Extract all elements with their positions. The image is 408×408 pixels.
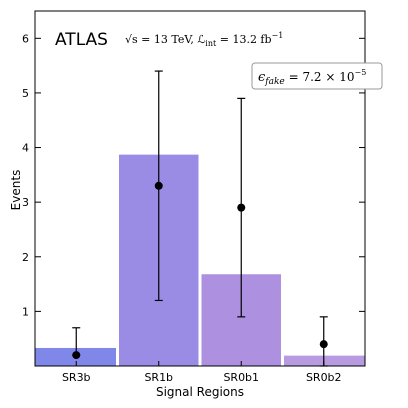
y-axis-label: Events — [9, 170, 23, 211]
y-tick-label-5: 5 — [22, 87, 29, 100]
y-tick-label-3: 3 — [22, 196, 29, 209]
y-ticks-group: 1 2 3 4 5 6 — [22, 32, 365, 318]
x-tick-label-sr1b: SR1b — [144, 371, 173, 384]
y-tick-label-1: 1 — [22, 305, 29, 318]
atlas-label: ATLAS — [55, 30, 108, 50]
plot-frame — [34, 10, 366, 367]
fake-symbol: ϵ — [258, 70, 266, 85]
y-tick-label-2: 2 — [22, 251, 29, 264]
fake-subscript: fake — [264, 77, 284, 87]
x-tick-label-sr3b: SR3b — [62, 371, 91, 384]
bars-group — [35, 154, 365, 366]
energy-lumi-label: √s = 13 TeV, ℒint = 13.2 fb−1 — [125, 31, 283, 48]
bar-sr0b2 — [284, 355, 365, 366]
lumi-exp: −1 — [272, 31, 284, 40]
x-ticks-group: SR3b SR1b SR0b1 SR0b2 — [62, 361, 342, 384]
lumi-subscript: int — [205, 39, 217, 48]
data-point-sr0b2 — [319, 340, 328, 349]
fake-rate-box — [251, 62, 383, 90]
x-tick-label-sr0b2: SR0b2 — [306, 371, 342, 384]
energy-label: √s = 13 TeV, ℒ — [125, 33, 205, 46]
fake-rate-label: ϵfake = 7.2 × 10−5 — [258, 68, 366, 87]
lumi-value: = 13.2 fb — [216, 33, 271, 46]
fake-exp: −5 — [355, 68, 367, 77]
x-axis-label: Signal Regions — [156, 385, 244, 399]
fake-value: = 7.2 × 10 — [285, 70, 355, 84]
data-point-sr3b — [72, 351, 81, 360]
data-point-sr0b1 — [237, 203, 246, 212]
x-tick-label-sr0b1: SR0b1 — [223, 371, 259, 384]
data-point-sr1b — [154, 181, 163, 190]
y-tick-label-4: 4 — [22, 142, 29, 155]
error-bars-group — [72, 70, 328, 367]
y-tick-label-6: 6 — [22, 32, 29, 45]
